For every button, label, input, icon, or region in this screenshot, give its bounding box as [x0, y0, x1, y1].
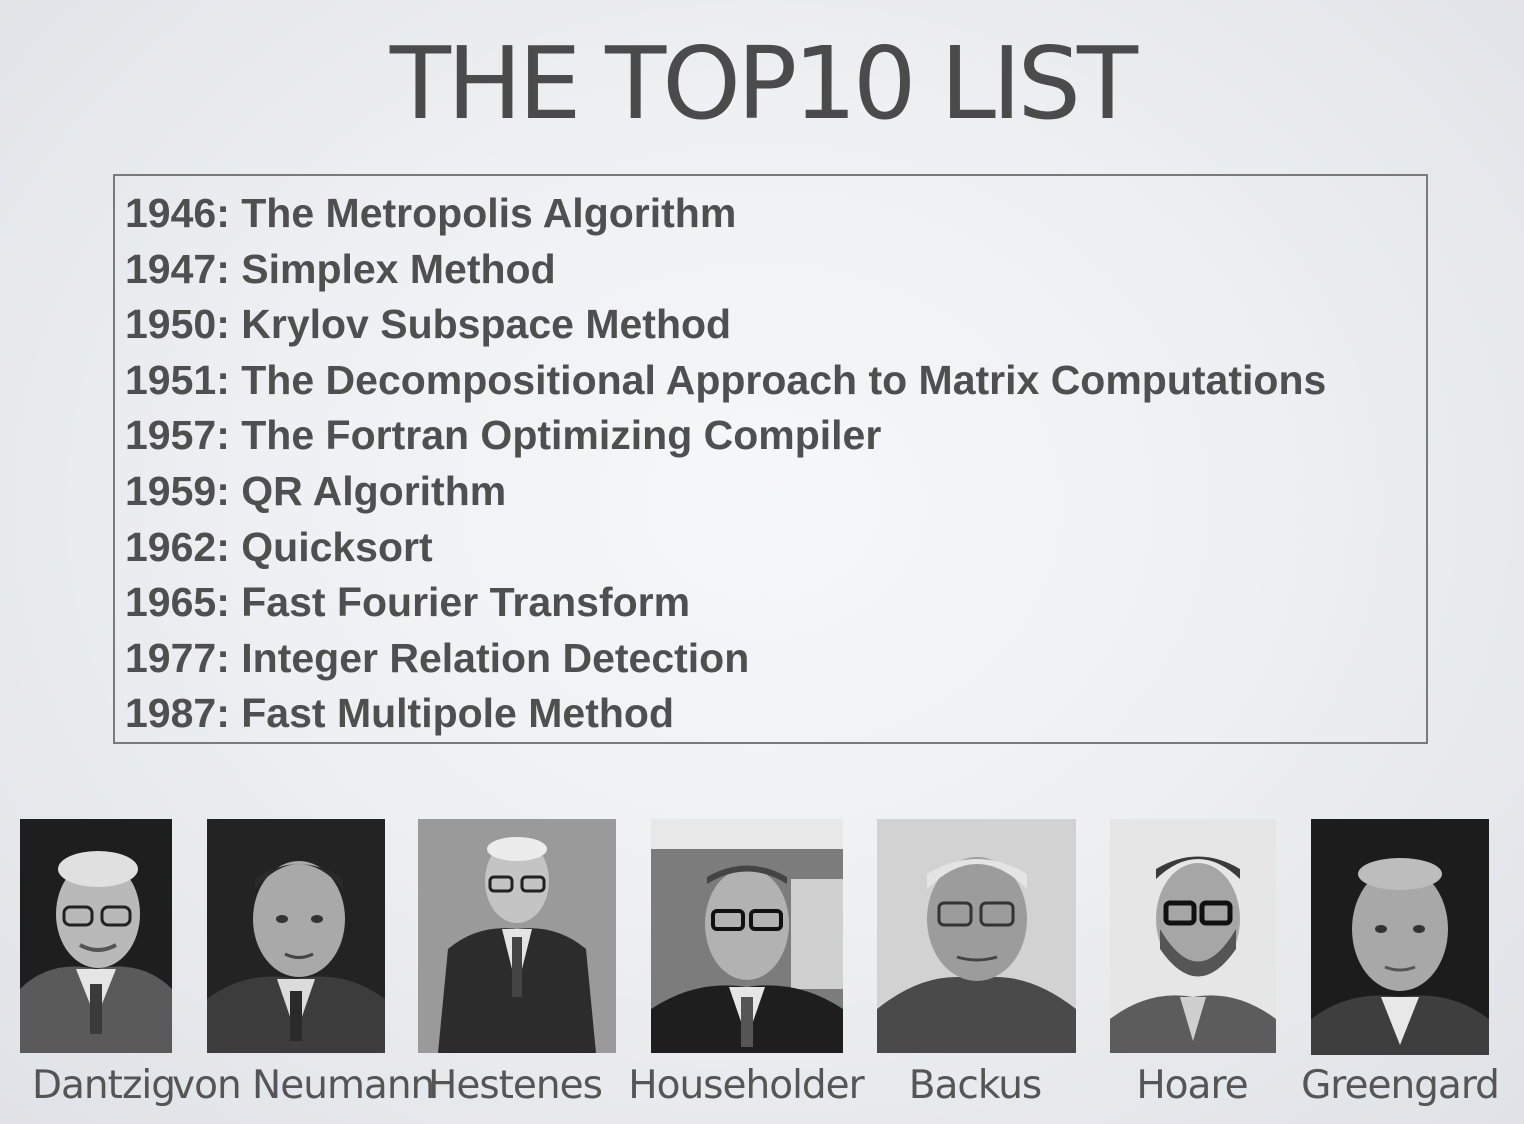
- portrait-von-neumann: [207, 819, 385, 1053]
- caption-greengard: Greengard: [1301, 1063, 1500, 1108]
- algorithm-list: 1946: The Metropolis Algorithm 1947: Sim…: [125, 186, 1426, 742]
- list-item: 1946: The Metropolis Algorithm: [125, 190, 737, 236]
- portrait-hoare: [1110, 819, 1276, 1053]
- caption-dantzig: Dantzig: [32, 1063, 176, 1108]
- portrait-hestenes: [418, 819, 616, 1053]
- algorithm-list-box: 1946: The Metropolis Algorithm 1947: Sim…: [113, 174, 1428, 744]
- list-item: 1965: Fast Fourier Transform: [125, 579, 691, 626]
- slide-title: THE TOP10 LIST: [389, 25, 1138, 142]
- list-item: 1947: Simplex Method: [125, 245, 556, 292]
- caption-backus: Backus: [908, 1063, 1043, 1108]
- list-item: 1959: QR Algorithm: [125, 467, 507, 514]
- portrait-greengard: [1311, 819, 1489, 1055]
- caption-hoare: Hoare: [1136, 1063, 1248, 1108]
- caption-householder: Householder: [628, 1063, 864, 1108]
- list-item: 1987: Fast Multipole Method: [125, 690, 674, 737]
- caption-hestenes: Hestenes: [428, 1063, 603, 1108]
- list-item: 1977: Integer Relation Detection: [125, 634, 750, 681]
- list-item: 1957: The Fortran Optimizing Compiler: [125, 412, 882, 459]
- caption-von-neumann: von Neumann: [172, 1063, 435, 1108]
- list-item: 1950: Krylov Subspace Method: [125, 301, 732, 348]
- list-item: 1962: Quicksort: [125, 523, 433, 570]
- portrait-householder: [651, 819, 843, 1053]
- portrait-dantzig: [20, 819, 172, 1053]
- list-item: 1951: The Decompositional Approach to Ma…: [125, 356, 1327, 403]
- portrait-backus: [877, 819, 1076, 1053]
